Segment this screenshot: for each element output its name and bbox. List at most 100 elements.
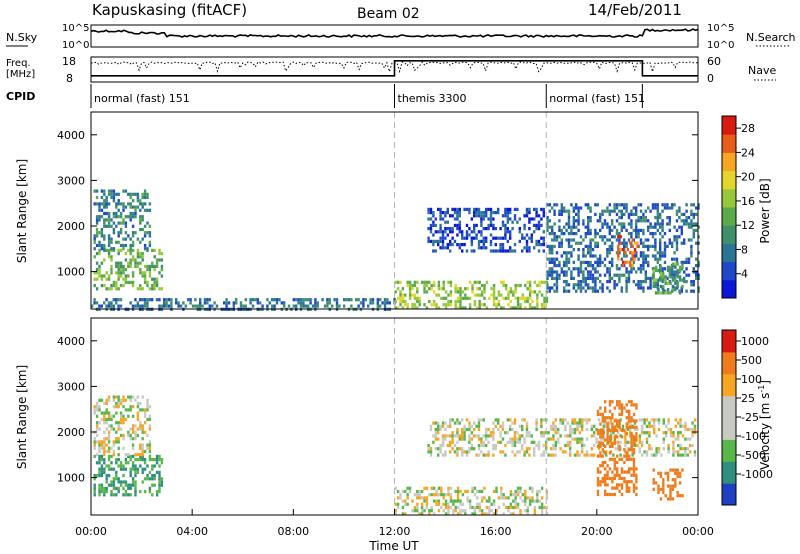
echo-cell	[679, 443, 682, 448]
echo-cell	[560, 206, 563, 210]
echo-cell	[643, 450, 646, 454]
echo-cell	[560, 267, 563, 271]
echo-cell	[107, 240, 111, 244]
echo-cell	[141, 205, 144, 209]
echo-cell	[146, 433, 149, 438]
echo-cell	[594, 212, 597, 216]
echo-cell	[134, 486, 137, 490]
echo-cell	[630, 480, 633, 484]
echo-cell	[476, 505, 479, 510]
echo-cell	[483, 296, 486, 300]
colorbar-swatch	[722, 261, 736, 281]
echo-cell	[160, 258, 164, 262]
echo-cell	[653, 431, 656, 435]
echo-cell	[620, 228, 623, 232]
echo-cell	[112, 247, 116, 251]
echo-cell	[153, 464, 156, 468]
echo-cell	[93, 240, 96, 244]
echo-cell	[644, 216, 647, 220]
echo-cell	[624, 440, 627, 444]
echo-cell	[117, 202, 120, 206]
echo-cell	[596, 257, 599, 261]
echo-cell	[572, 216, 575, 220]
echo-cell	[399, 280, 402, 284]
echo-cell	[492, 489, 496, 494]
echo-cell	[394, 512, 397, 516]
echo-cell	[679, 424, 682, 428]
echo-cell	[647, 225, 650, 229]
echo-cell	[591, 264, 595, 268]
echo-cell	[625, 483, 628, 487]
echo-cell	[418, 496, 421, 500]
echo-cell	[478, 306, 481, 310]
echo-cell	[482, 246, 485, 250]
echo-cell	[630, 257, 633, 261]
colorbar-frame	[721, 115, 737, 299]
echo-cell	[608, 267, 611, 271]
echo-cell	[672, 434, 675, 438]
echo-cell	[408, 290, 412, 294]
echo-cell	[122, 221, 125, 225]
echo-cell	[446, 233, 449, 237]
echo-cell	[115, 405, 118, 409]
echo-cell	[110, 240, 113, 244]
echo-cell	[451, 447, 454, 451]
echo-cell	[418, 493, 421, 497]
echo-cell	[632, 483, 636, 487]
colorbar-tick-label: 16	[741, 195, 755, 208]
echo-cell	[667, 418, 670, 422]
echo-cell	[439, 427, 442, 432]
echo-cell	[697, 241, 700, 245]
echo-cell	[627, 280, 631, 284]
echo-cell	[110, 446, 113, 450]
echo-cell	[124, 215, 128, 219]
echo-cell	[630, 267, 633, 271]
echo-cell	[680, 241, 683, 245]
echo-cell	[470, 249, 473, 253]
echo-cell	[117, 490, 120, 494]
echo-cell	[502, 296, 505, 300]
echo-cell	[540, 453, 543, 457]
echo-cell	[519, 303, 522, 307]
echo-cell	[581, 440, 584, 444]
echo-cell	[654, 284, 658, 289]
echo-cell	[625, 489, 628, 493]
echo-cell	[184, 304, 187, 308]
echo-cell	[545, 512, 549, 516]
echo-cell	[595, 440, 598, 444]
echo-cell	[122, 189, 125, 193]
echo-cell	[98, 304, 101, 308]
echo-cell	[669, 490, 672, 495]
velocity-colorbar-label-exp: -1	[757, 385, 766, 393]
echo-cell	[117, 199, 120, 203]
echo-cell	[103, 453, 106, 457]
echo-cell	[464, 489, 467, 494]
echo-cell	[596, 232, 599, 236]
echo-cell	[669, 427, 673, 432]
echo-cell	[561, 421, 565, 425]
echo-cell	[141, 274, 144, 278]
echo-cell	[129, 218, 132, 222]
echo-cell	[608, 270, 611, 274]
echo-cell	[644, 254, 647, 258]
echo-cell	[618, 419, 621, 423]
echo-cell	[519, 296, 522, 300]
echo-cell	[599, 257, 602, 261]
echo-cell	[599, 264, 602, 268]
echo-cell	[695, 206, 698, 210]
echo-cell	[625, 283, 628, 287]
echo-cell	[492, 227, 495, 231]
echo-cell	[540, 207, 543, 211]
echo-cell	[613, 283, 616, 287]
echo-cell	[428, 287, 431, 291]
echo-cell	[567, 222, 571, 226]
echo-cell	[478, 505, 481, 510]
echo-cell	[566, 440, 569, 444]
echo-cell	[131, 192, 135, 196]
echo-cell	[435, 293, 438, 297]
echo-cell	[487, 427, 490, 432]
echo-cell	[439, 217, 442, 221]
echo-cell	[489, 233, 493, 237]
echo-cell	[129, 280, 132, 284]
echo-cell	[307, 298, 310, 302]
